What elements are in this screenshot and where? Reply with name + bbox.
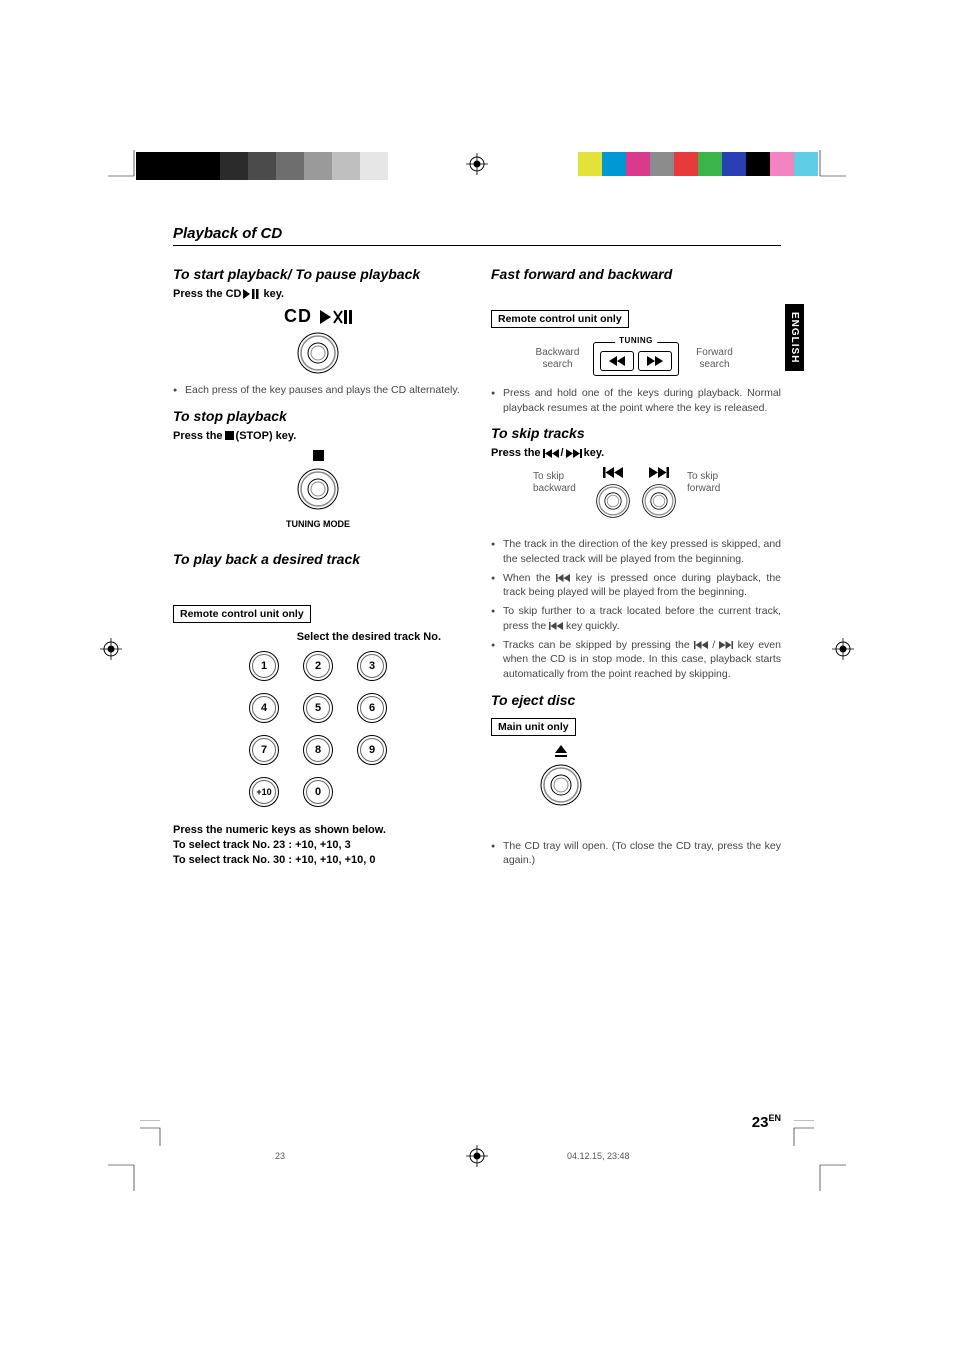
ff-bwd-notes: Press and hold one of the keys during pl…: [491, 386, 781, 415]
crop-mark-br: [814, 1159, 846, 1191]
skip-forward-label: To skipforward: [687, 465, 739, 495]
skip-back-icon: [556, 574, 570, 582]
select-track-label: Select the desired track No.: [173, 631, 463, 643]
skip-back-icon: [694, 641, 708, 649]
keypad-key-2[interactable]: 2: [303, 651, 333, 681]
registration-mark-icon: [100, 638, 122, 660]
language-tab: ENGLISH: [785, 304, 804, 371]
eject-icon: [531, 744, 591, 760]
press-cd-instruction: Press the CD key.: [173, 288, 463, 300]
fast-forward-button[interactable]: [638, 351, 672, 371]
knob-icon: [539, 763, 583, 807]
skip-back-icon: [543, 449, 559, 458]
track-select-line3: To select track No. 30 : +10, +10, +10, …: [173, 853, 463, 868]
ff-bwd-title: Fast forward and backward: [491, 266, 781, 282]
skip-backward-label: To skipbackward: [533, 465, 585, 495]
desired-track-title: To play back a desired track: [173, 551, 463, 567]
skip-back-icon: [595, 465, 631, 481]
keypad-key-+10[interactable]: +10: [249, 777, 279, 807]
eject-title: To eject disc: [491, 692, 781, 708]
keypad-key-1[interactable]: 1: [249, 651, 279, 681]
forward-search-label: Forwardsearch: [687, 347, 742, 371]
tuning-box: TUNING: [593, 342, 679, 376]
start-pause-title: To start playback/ To pause playback: [173, 266, 463, 282]
colorbar-right: [578, 152, 818, 176]
skip-title: To skip tracks: [491, 425, 781, 441]
backward-search-label: Backwardsearch: [530, 347, 585, 371]
tuning-mode-label: TUNING MODE: [173, 519, 463, 529]
keypad-key-3[interactable]: 3: [357, 651, 387, 681]
page-number: 23EN: [752, 1113, 781, 1131]
knob-icon: [296, 331, 340, 375]
stop-icon: [173, 448, 463, 464]
skip-back-icon: [549, 622, 563, 630]
stop-icon: [225, 431, 234, 440]
knob-icon: [641, 483, 677, 519]
section-title: Playback of CD: [173, 225, 781, 246]
play-pause-icon: [318, 310, 352, 324]
remote-only-label: Remote control unit only: [491, 310, 629, 328]
rewind-button[interactable]: [600, 351, 634, 371]
keypad-key-7[interactable]: 7: [249, 735, 279, 765]
skip-forward-icon: [641, 465, 677, 481]
rewind-icon: [609, 356, 625, 366]
skip-notes: The track in the direction of the key pr…: [491, 537, 781, 681]
fast-forward-icon: [647, 356, 663, 366]
skip-forward-icon: [719, 641, 733, 649]
knob-icon: [296, 467, 340, 511]
crop-mark-bl: [108, 1159, 140, 1191]
knob-icon: [595, 483, 631, 519]
numeric-keypad: 123 456 789 +10 0: [173, 651, 463, 807]
cd-key-label: CD: [173, 306, 463, 327]
stop-title: To stop playback: [173, 408, 463, 424]
footer-meta: 23 04.12.15, 23:48: [173, 1151, 781, 1161]
keypad-key-4[interactable]: 4: [249, 693, 279, 723]
keypad-key-6[interactable]: 6: [357, 693, 387, 723]
crop-footer-r: [788, 1120, 814, 1146]
track-select-line2: To select track No. 23 : +10, +10, 3: [173, 838, 463, 853]
registration-mark-icon: [466, 153, 488, 175]
crop-mark-tr: [814, 150, 846, 182]
press-skip-instruction: Press the / key.: [491, 447, 781, 459]
colorbar-left: [136, 152, 388, 180]
keypad-key-9[interactable]: 9: [357, 735, 387, 765]
registration-mark-icon: [832, 638, 854, 660]
start-pause-notes: Each press of the key pauses and plays t…: [173, 383, 463, 398]
keypad-key-0[interactable]: 0: [303, 777, 333, 807]
press-stop-instruction: Press the (STOP) key.: [173, 430, 463, 442]
track-select-line1: Press the numeric keys as shown below.: [173, 823, 463, 838]
keypad-key-5[interactable]: 5: [303, 693, 333, 723]
keypad-key-8[interactable]: 8: [303, 735, 333, 765]
main-unit-only-label: Main unit only: [491, 718, 576, 736]
skip-forward-icon: [566, 449, 582, 458]
remote-only-label: Remote control unit only: [173, 605, 311, 623]
crop-footer-l: [140, 1120, 166, 1146]
eject-notes: The CD tray will open. (To close the CD …: [491, 839, 781, 868]
play-pause-icon: [243, 289, 261, 299]
